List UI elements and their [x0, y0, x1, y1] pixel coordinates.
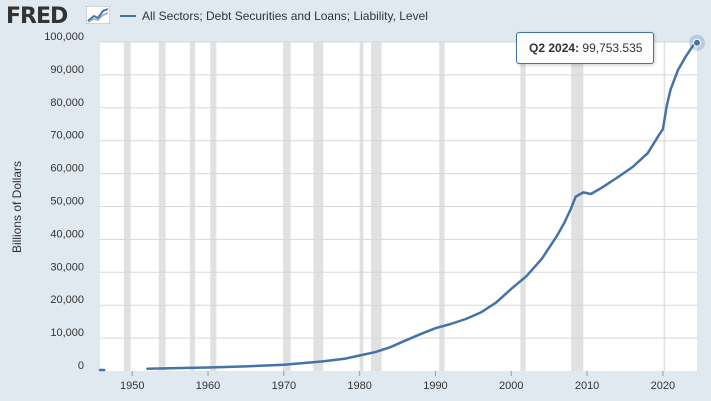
y-tick-label: 90,000: [50, 64, 84, 76]
y-tick-label: 0: [78, 360, 84, 372]
x-tick-label: 2010: [575, 380, 599, 392]
y-tick-label: 60,000: [50, 163, 84, 175]
legend-line-swatch: [120, 15, 136, 17]
x-tick-label: 2020: [651, 380, 675, 392]
fred-logo[interactable]: FRED: [6, 4, 68, 29]
y-tick-label: 80,000: [50, 97, 84, 109]
tooltip-date: Q2 2024:: [529, 41, 580, 55]
y-tick-label: 20,000: [50, 294, 84, 306]
data-tooltip: Q2 2024: 99,753.535: [516, 32, 654, 64]
chart-legend[interactable]: All Sectors; Debt Securities and Loans; …: [120, 9, 428, 23]
tooltip-value: 99,753.535: [582, 41, 643, 55]
y-tick-label: 10,000: [50, 327, 84, 339]
y-tick-label: 70,000: [50, 130, 84, 142]
x-tick-label: 1950: [120, 380, 144, 392]
y-tick-label: 40,000: [50, 228, 84, 240]
series-line[interactable]: [146, 41, 699, 370]
data-point-marker[interactable]: [693, 38, 701, 47]
y-tick-label: 50,000: [50, 196, 84, 208]
y-tick-label: 30,000: [50, 261, 84, 273]
x-tick-label: 1990: [423, 380, 447, 392]
legend-label: All Sectors; Debt Securities and Loans; …: [142, 9, 428, 23]
x-tick-label: 1980: [347, 380, 371, 392]
line-graph-icon: [86, 6, 110, 24]
x-tick-label: 1970: [272, 380, 296, 392]
x-tick-label: 1960: [196, 380, 220, 392]
x-tick-label: 2000: [499, 380, 523, 392]
y-tick-label: 100,000: [44, 31, 84, 43]
